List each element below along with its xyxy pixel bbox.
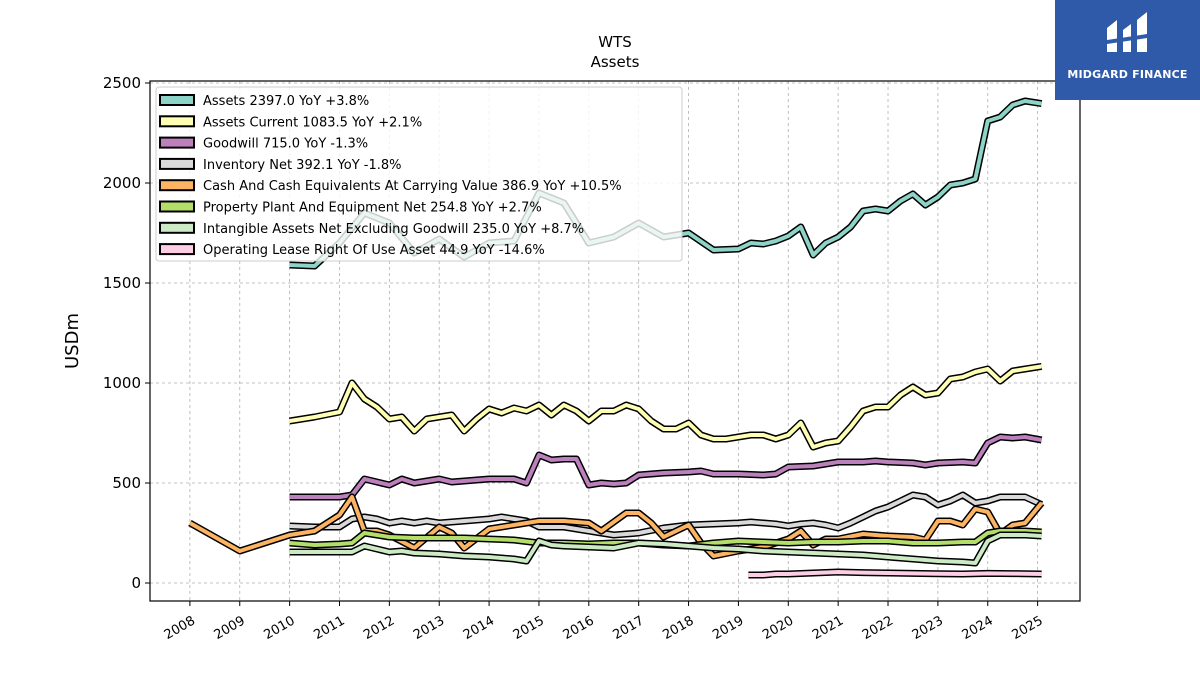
x-tick-label: 2012	[361, 613, 397, 643]
y-ticks: 0 500 1000 1500 2000 2500	[103, 74, 150, 592]
x-ticks: 2008 2009 2010 2011 2012 2013 2014 2015 2016 2017…	[162, 601, 1046, 643]
y-tick-label: 500	[112, 474, 141, 492]
x-tick-label: 2011	[311, 613, 347, 643]
series-lines	[188, 97, 1045, 579]
x-tick-label: 2019	[710, 613, 746, 643]
series-line	[289, 533, 1042, 565]
series-line	[748, 570, 1042, 577]
legend-swatch	[159, 221, 195, 234]
series-7	[748, 568, 1042, 579]
legend-entry: Intangible Assets Net Excluding Goodwill…	[203, 222, 584, 237]
legend-box	[155, 86, 683, 262]
x-tick-label: 2009	[212, 613, 248, 643]
x-tick-label: 2015	[511, 613, 547, 643]
x-tick-label: 2013	[411, 613, 447, 643]
series-line	[289, 364, 1042, 449]
series-line	[289, 435, 1042, 499]
y-tick-label: 2000	[103, 174, 141, 192]
series-6	[289, 531, 1042, 567]
legend-entry: Inventory Net 392.1 YoY -1.8%	[203, 158, 402, 173]
legend-entry: Assets 2397.0 YoY +3.8%	[203, 94, 369, 109]
x-tick-label: 2020	[760, 613, 796, 643]
x-tick-label: 2024	[960, 613, 996, 643]
legend-swatch	[159, 200, 195, 213]
x-tick-label: 2016	[561, 613, 597, 643]
legend-swatch	[159, 94, 195, 106]
x-tick-label: 2023	[910, 613, 946, 643]
plot-frame	[149, 80, 1081, 602]
brand-logo: MIDGARD FINANCE	[1055, 0, 1200, 100]
legend-entry: Operating Lease Right Of Use Asset 44.9 …	[203, 243, 545, 258]
x-tick-label: 2017	[611, 613, 647, 643]
legend-entry: Goodwill 715.0 YoY -1.3%	[203, 137, 368, 152]
legend-entry: Property Plant And Equipment Net 254.8 Y…	[203, 201, 542, 216]
series-3	[289, 491, 1044, 539]
y-tick-label: 2500	[103, 74, 141, 92]
legend-entry: Cash And Cash Equivalents At Carrying Va…	[203, 179, 622, 194]
y-tick-label: 1000	[103, 374, 141, 392]
chart-title: WTS	[598, 33, 632, 51]
series-line-outline	[289, 362, 1043, 451]
series-line	[289, 493, 1043, 537]
x-tick-label: 2025	[1009, 613, 1045, 643]
legend-swatch	[159, 115, 195, 128]
legend-entry: Assets Current 1083.5 YoY +2.1%	[203, 115, 422, 130]
legend-swatch	[159, 157, 195, 170]
x-tick-label: 2022	[860, 613, 896, 643]
y-tick-label: 1500	[103, 274, 141, 292]
x-tick-label: 2021	[810, 613, 846, 643]
logo-mark-icon	[1107, 12, 1147, 52]
series-line-outline	[289, 433, 1043, 501]
x-tick-label: 2018	[660, 613, 696, 643]
y-tick-label: 0	[131, 574, 141, 592]
logo-text: MIDGARD FINANCE	[1067, 68, 1188, 81]
legend-swatch	[159, 179, 195, 192]
y-axis-label: USDm	[62, 313, 83, 369]
x-tick-label: 2008	[162, 613, 198, 643]
legend-swatch	[159, 136, 195, 149]
legend-swatch	[159, 243, 195, 256]
legend: Assets 2397.0 YoY +3.8% Assets Current 10…	[155, 86, 683, 262]
x-tick-label: 2014	[461, 613, 497, 643]
chart-subtitle: Assets	[591, 53, 640, 71]
series-1	[289, 362, 1043, 451]
series-2	[289, 433, 1043, 501]
x-tick-label: 2010	[261, 613, 297, 643]
